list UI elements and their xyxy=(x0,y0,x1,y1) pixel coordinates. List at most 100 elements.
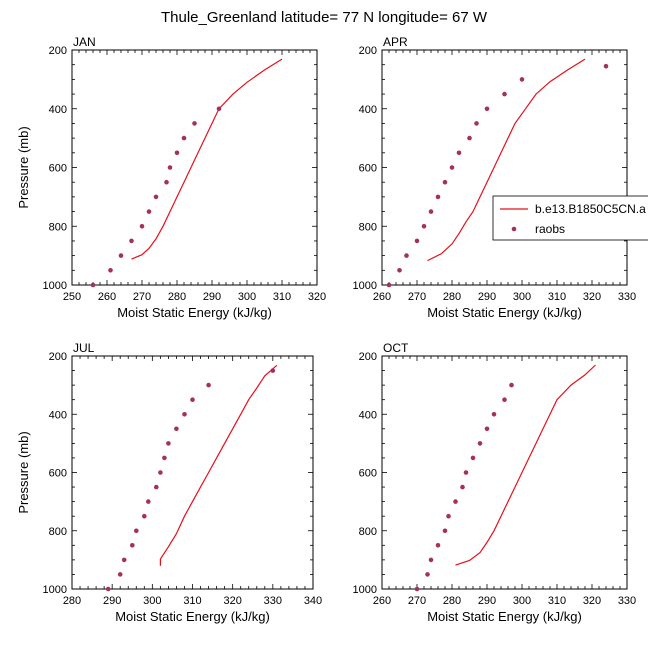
raobs-point xyxy=(182,412,187,417)
raobs-point xyxy=(456,150,462,156)
model-series-line xyxy=(427,58,586,262)
x-tick-label: 290 xyxy=(203,291,221,303)
raobs-point xyxy=(121,557,127,563)
y-tick-label: 200 xyxy=(49,45,67,57)
figure-title: Thule_Greenland latitude= 77 N longitude… xyxy=(161,9,488,26)
y-tick-label: 600 xyxy=(359,163,377,175)
y-tick-label: 1000 xyxy=(353,280,377,292)
raobs-point xyxy=(519,77,525,82)
y-tick-label: 600 xyxy=(359,468,377,480)
raobs-point xyxy=(449,165,455,170)
raobs-point xyxy=(442,179,448,185)
x-tick-label: 250 xyxy=(63,291,81,303)
raobs-point xyxy=(105,586,111,592)
raobs-point xyxy=(463,470,469,475)
y-tick-label: 1000 xyxy=(353,584,377,596)
model-series-line xyxy=(131,58,283,260)
raobs-point xyxy=(470,455,476,461)
raobs-point xyxy=(491,412,497,417)
x-tick-label: 300 xyxy=(513,595,531,607)
plot-frame xyxy=(381,49,628,286)
raobs-point xyxy=(435,543,441,548)
raobs-point xyxy=(108,268,113,273)
raobs-point xyxy=(162,455,167,461)
x-tick-label: 320 xyxy=(583,291,601,303)
x-tick-label: 310 xyxy=(273,291,291,303)
raobs-point xyxy=(146,499,151,504)
x-tick-label: 300 xyxy=(513,291,531,303)
raobs-point xyxy=(428,557,434,563)
panel-label: JUL xyxy=(73,341,95,355)
x-tick-label: 320 xyxy=(223,595,241,607)
x-tick-label: 280 xyxy=(443,595,461,607)
panel-label: JAN xyxy=(73,35,96,49)
x-tick-label: 270 xyxy=(133,291,151,303)
raobs-point xyxy=(404,253,409,258)
x-tick-label: 320 xyxy=(308,291,326,303)
raobs-point xyxy=(154,484,159,490)
raobs-point xyxy=(397,268,402,273)
legend-box xyxy=(492,195,648,241)
panel-jul: 280 290 300 310 320 330 340 200 400 600 800 1000 JUL… xyxy=(16,341,322,624)
raobs-point xyxy=(428,209,434,214)
x-tick-label: 330 xyxy=(618,291,636,303)
x-axis-label: Moist Static Energy (kJ/kg) xyxy=(427,609,582,624)
x-tick-label: 330 xyxy=(618,595,636,607)
raobs-point xyxy=(166,441,171,446)
y-tick-label: 600 xyxy=(49,468,67,480)
x-tick-label: 260 xyxy=(373,291,391,303)
y-axis-label: Pressure (mb) xyxy=(16,431,31,513)
raobs-point xyxy=(484,426,490,432)
raobs-point xyxy=(174,426,179,432)
raobs-point xyxy=(158,470,163,475)
raobs-point xyxy=(603,63,609,69)
plot-frame xyxy=(71,49,318,286)
raobs-point xyxy=(142,513,147,519)
raobs-point xyxy=(129,238,134,244)
raobs-point xyxy=(435,194,441,200)
x-tick-label: 300 xyxy=(238,291,256,303)
legend-obs-label: raobs xyxy=(535,222,565,236)
raobs-point xyxy=(181,135,187,141)
model-series-line xyxy=(159,364,278,566)
x-tick-label: 320 xyxy=(583,595,601,607)
raobs-point xyxy=(502,91,507,97)
x-tick-label: 310 xyxy=(548,291,566,303)
legend: b.e13.B1850C5CN.a raobs xyxy=(492,195,648,241)
y-tick-label: 200 xyxy=(359,45,377,57)
panel-oct: 260 270 280 290 300 310 320 330 200 400 600 800 1000… xyxy=(353,341,637,624)
raobs-point xyxy=(146,209,152,214)
plot-frame xyxy=(71,355,314,590)
y-tick-label: 400 xyxy=(359,409,377,421)
x-axis-label: Moist Static Energy (kJ/kg) xyxy=(427,305,582,320)
y-axis-label: Pressure (mb) xyxy=(16,126,31,208)
x-tick-label: 290 xyxy=(103,595,121,607)
raobs-point xyxy=(467,135,472,141)
raobs-point xyxy=(414,238,420,244)
x-tick-label: 270 xyxy=(408,595,426,607)
x-tick-label: 310 xyxy=(183,595,201,607)
panel-label: APR xyxy=(383,35,408,49)
y-tick-label: 1000 xyxy=(43,280,67,292)
raobs-point xyxy=(474,121,479,126)
raobs-point xyxy=(446,513,451,519)
y-tick-label: 800 xyxy=(49,526,67,538)
x-tick-label: 260 xyxy=(98,291,116,303)
model-series-line xyxy=(455,364,596,566)
x-tick-label: 290 xyxy=(478,595,496,607)
x-tick-label: 290 xyxy=(478,291,496,303)
y-tick-label: 800 xyxy=(359,221,377,233)
raobs-point xyxy=(206,382,211,388)
x-tick-label: 280 xyxy=(63,595,81,607)
y-tick-label: 400 xyxy=(359,104,377,116)
raobs-point xyxy=(386,282,392,288)
raobs-point xyxy=(460,484,465,490)
raobs-point xyxy=(118,253,124,258)
x-tick-label: 310 xyxy=(548,595,566,607)
raobs-point xyxy=(174,150,180,156)
x-tick-label: 330 xyxy=(264,595,282,607)
raobs-point xyxy=(167,165,173,170)
y-tick-label: 200 xyxy=(49,351,67,363)
raobs-point xyxy=(442,528,448,534)
